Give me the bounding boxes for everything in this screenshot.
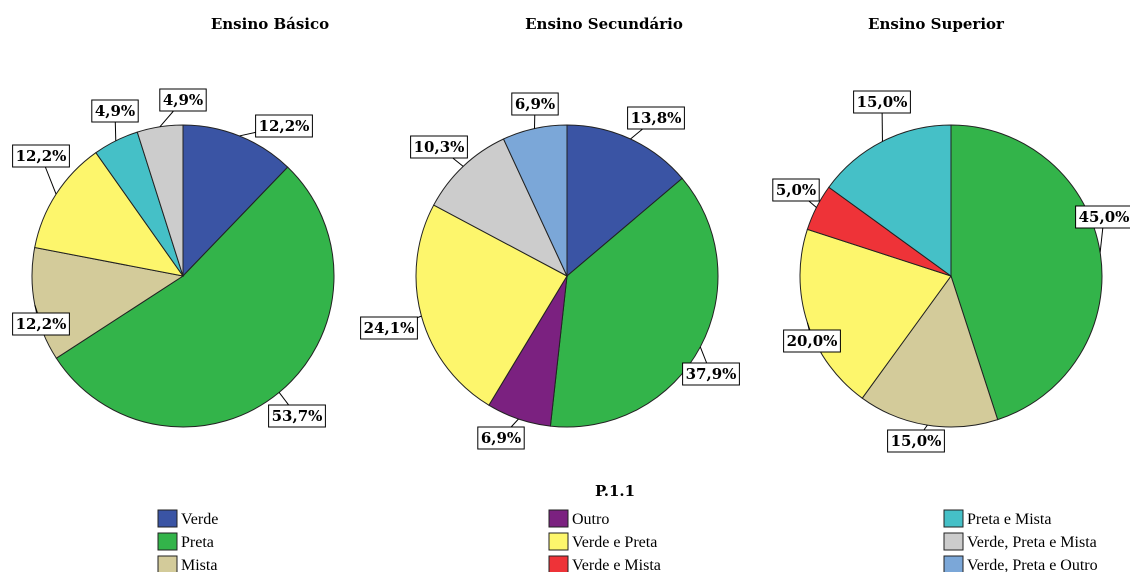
legend-label: Outro [572,511,609,528]
legend-swatch [157,532,178,551]
slice-label: 15,0% [887,429,945,453]
pie-slice-verde-preta-e-outro [502,124,568,277]
pie-slice-verde-e-preta [415,204,568,406]
slice-label: 6,9% [477,426,525,450]
legend-label: Mista [181,557,217,572]
slice-value-label: 15,0% [891,432,942,450]
slice-label: 15,0% [853,90,911,114]
legend: P.1.1 Verde Preta Mista Outro Verde e Preta V… [157,482,1098,572]
slice-label: 45,0% [1075,205,1130,229]
slice-value-label: 12,2% [16,147,67,165]
slice-value-label: 4,9% [163,91,203,109]
slice-label-box [1075,205,1130,229]
legend-swatch [157,555,178,572]
legend-swatch [548,509,569,528]
slice-label: 6,9% [511,92,559,116]
legend-swatch [548,532,569,551]
slice-label: 10,3% [410,135,468,159]
legend-title: P.1.1 [595,482,635,500]
pie-slice-verde-e-preta [34,151,185,277]
slice-label: 12,2% [255,114,313,138]
slice-label-box [783,329,841,353]
legend-swatch [548,555,569,572]
legend-swatch [943,532,964,551]
slice-label: 12,2% [12,144,70,168]
slice-label-box [627,106,685,130]
slice-value-label: 5,0% [776,181,816,199]
legend-swatch [943,555,964,572]
slice-value-label: 53,7% [272,407,323,425]
pie-slice-verde-preta-e-mista [433,138,569,278]
legend-item-outro: Outro [548,509,609,528]
slice-label-box [511,92,559,116]
pie-slice-verde-preta-e-mista [136,124,184,277]
slice-value-label: 10,3% [414,138,465,156]
legend-label: Preta e Mista [967,511,1051,528]
slice-label-box [887,429,945,453]
legend-label: Verde, Preta e Mista [967,534,1097,551]
legend-item-preta-e-mista: Preta e Mista [943,509,1051,528]
pie-slice-verde [566,124,683,278]
slice-value-label: 6,9% [515,95,555,113]
slice-label: 13,8% [627,106,685,130]
slice-label: 53,7% [268,404,326,428]
slice-value-label: 12,2% [259,117,310,135]
slice-label-box [477,426,525,450]
legend-item-verde-preta-e-outro: Verde, Preta e Outro [943,555,1098,572]
slice-label: 4,9% [159,88,207,112]
legend-label: Preta [181,534,214,551]
slice-label-box [159,88,207,112]
slice-label-box [853,90,911,114]
pie-title: Ensino Secundário [525,15,683,33]
legend-item-mista: Mista [157,555,217,572]
slice-label: 37,9% [682,362,740,386]
pie-ensino-superior: Ensino Superior 45,0% 15,0% 20,0% 5,0% 15,0% [772,15,1130,453]
slice-label: 20,0% [783,329,841,353]
legend-item-verde-e-mista: Verde e Mista [548,555,661,572]
slice-label-box [12,144,70,168]
slice-value-label: 37,9% [686,365,737,383]
slice-label: 24,1% [360,316,418,340]
legend-item-verde-e-preta: Verde e Preta [548,532,657,551]
legend-item-preta: Preta [157,532,214,551]
slice-label-box [360,316,418,340]
slice-label-box [682,362,740,386]
slice-value-label: 20,0% [787,332,838,350]
slice-value-label: 6,9% [481,429,521,447]
slice-value-label: 13,8% [631,109,682,127]
slice-label-box [268,404,326,428]
slice-label-box [91,99,139,123]
slice-value-label: 15,0% [857,93,908,111]
pie-slice-verde-e-preta [799,228,952,399]
pie-ensino-basico: Ensino Básico 12,2% 53,7% 12,2% 12,2% 4,9% 4,9… [12,15,335,428]
slice-label-box [410,135,468,159]
slice-label: 12,2% [12,312,70,336]
pie-ensino-secundario: Ensino Secundário 13,8% 37,9% 6,9% 24,1% 10,3… [360,15,740,450]
legend-item-verde-preta-e-mista: Verde, Preta e Mista [943,532,1097,551]
legend-label: Verde [181,511,218,528]
slice-value-label: 4,9% [95,102,135,120]
legend-label: Verde e Preta [572,534,657,551]
slice-value-label: 12,2% [16,315,67,333]
legend-label: Verde e Mista [572,557,661,572]
legend-item-verde: Verde [157,509,218,528]
pie-title: Ensino Superior [868,15,1005,33]
slice-label-box [12,312,70,336]
slice-label: 5,0% [772,178,820,202]
slice-value-label: 45,0% [1079,208,1130,226]
legend-label: Verde, Preta e Outro [967,557,1098,572]
legend-swatch [943,509,964,528]
slice-value-label: 24,1% [364,319,415,337]
pie-title: Ensino Básico [211,15,329,33]
legend-swatch [157,509,178,528]
slice-label: 4,9% [91,99,139,123]
slice-label-box [255,114,313,138]
slice-label-box [772,178,820,202]
